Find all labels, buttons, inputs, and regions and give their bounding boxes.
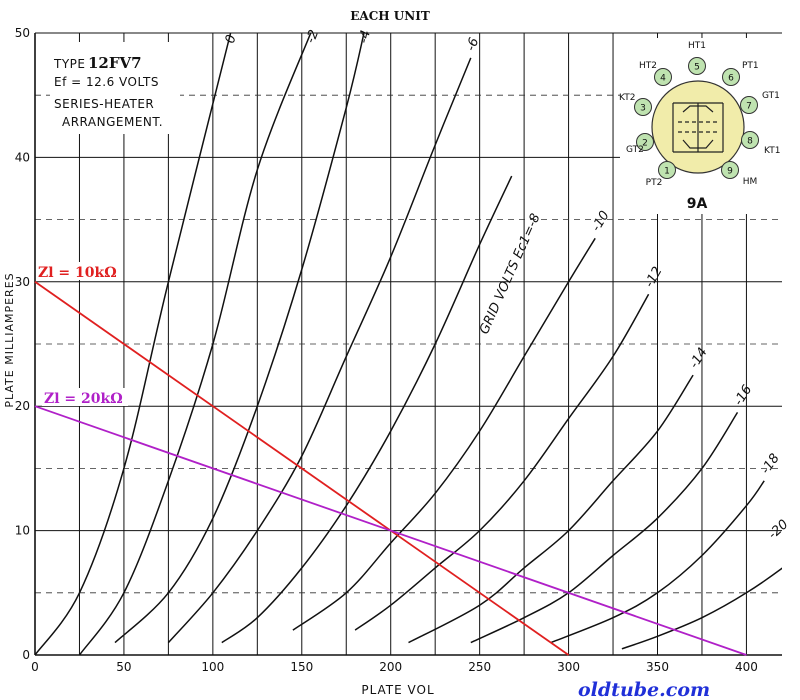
load-line-10k [34,281,570,656]
y-tick-label: 40 [15,150,30,164]
load-lines [34,281,747,656]
grid-curve-minus12 [354,293,650,631]
curve-label-0: 0 [223,33,240,45]
x-axis-label: PLATE VOL [361,683,434,697]
y-tick-label: 0 [22,648,30,662]
pin-number-3: 3 [640,104,646,114]
pin-number-1: 1 [664,167,670,177]
grid-curve-minus6 [167,57,472,644]
grid-curve-minus4 [114,33,365,644]
x-tick-label: 50 [116,660,131,674]
x-tick-label: 200 [379,660,402,674]
x-tick-label: 350 [646,660,669,674]
curve-label-minus14: -14 [687,345,711,371]
tube-internal-structure [672,102,724,153]
chart-title: EACH UNIT [350,9,430,23]
pin-number-5: 5 [694,63,700,73]
grid-curve-0 [35,33,232,655]
y-tick-label: 30 [15,275,30,289]
grid [34,32,782,656]
y-tick-label: 20 [15,399,30,413]
pin-circle-5 [688,57,706,75]
pin-label-7: GT1 [762,91,780,101]
x-tick-label: 150 [290,660,313,674]
pin-number-6: 6 [728,74,734,84]
x-tick-label: 0 [31,660,39,674]
pin-circle-8 [741,131,759,149]
pin-circle-1 [658,161,676,179]
tube-info-box: TYPE 12FV7 Ef = 12.6 VOLTS SERIES-HEATER… [50,42,180,134]
load-line-labels: Zl = 10kΩ Zl = 20kΩ [36,262,128,407]
grid-curve-minus14 [408,374,694,644]
load-label-20k: Zl = 20kΩ [44,391,123,407]
heater-arrangement-2: ARRANGEMENT. [62,115,163,129]
heater-voltage: Ef = 12.6 VOLTS [54,75,159,89]
x-tick-label: 250 [468,660,491,674]
grid-curve-minus16 [470,411,739,644]
pin-number-9: 9 [727,167,733,177]
pin-circle-2 [636,133,654,151]
pin-label-2: GT2 [626,145,644,155]
load-label-10k: Zl = 10kΩ [38,265,117,281]
grid-curve-minus8 [221,175,513,644]
pin-number-2: 2 [642,139,648,149]
y-axis-label: PLATE MILLIAMPERES [3,272,16,407]
curve-label-minus18: -18 [758,451,783,477]
grid-curve-minus18 [550,480,765,644]
y-tick-label: 50 [15,26,30,40]
pin-label-8: KT1 [764,146,780,156]
load-line-20k [34,405,747,656]
pin-circle-7 [740,96,758,114]
grid-curve-minus2 [78,33,312,655]
pin-circle-3 [634,98,652,116]
pin-circle-6 [722,68,740,86]
curve-label-minus20: -20 [766,517,792,542]
x-tick-label: 300 [557,660,580,674]
pin-number-4: 4 [660,74,666,84]
pin-label-3: KT2 [619,93,635,103]
pin-label-5: HT1 [688,41,706,51]
curve-label-minus12: -12 [642,264,666,290]
x-tick-label: 400 [735,660,758,674]
grid-curve-minus10 [292,237,596,631]
pin-number-7: 7 [746,102,752,112]
pin-label-6: PT1 [742,61,759,71]
pin-label-1: PT2 [646,178,663,188]
y-tick-label: 10 [15,524,30,538]
pin-number-8: 8 [747,137,753,147]
grid-voltage-curves [35,33,782,655]
tube-type-value: 12FV7 [88,54,142,72]
x-tick-label: 100 [201,660,224,674]
curve-label-minus10: -10 [589,208,613,234]
pin-circle-4 [654,68,672,86]
tube-type-label: TYPE [53,57,85,71]
pin-label-9: HM [743,177,758,187]
curve-label-minus2: -2 [303,28,322,46]
curve-label-minus16: -16 [731,383,755,409]
pin-circle-9 [721,161,739,179]
heater-arrangement-1: SERIES-HEATER [54,97,154,111]
grid-curve-minus20 [621,567,782,650]
curve-label-minus6: -6 [464,36,483,54]
watermark: oldtube.com [578,679,710,700]
pin-label-4: HT2 [639,61,657,71]
basing-label: 9A [687,196,708,212]
curve-label-minus4: -4 [356,29,374,45]
